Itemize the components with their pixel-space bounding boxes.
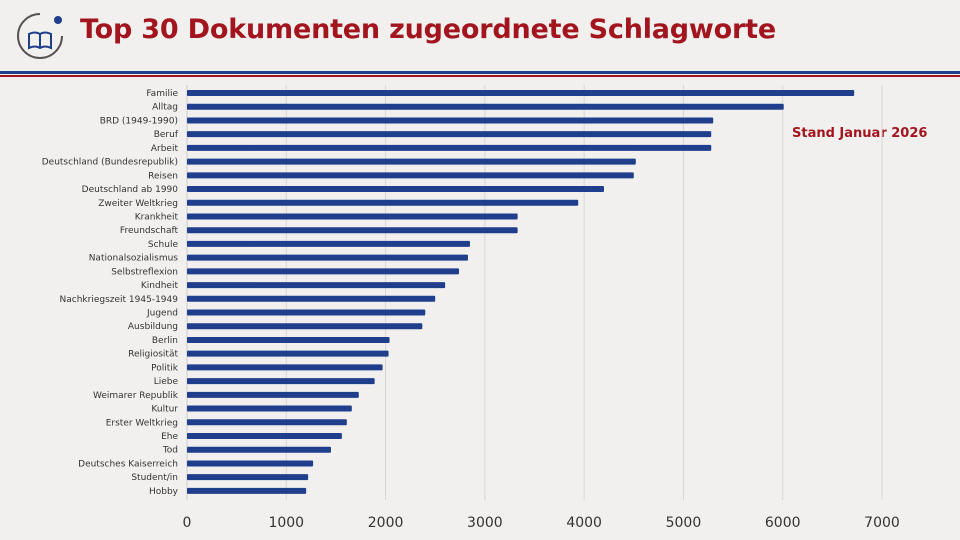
bar	[187, 364, 383, 371]
bar	[187, 391, 359, 398]
category-label: Nachkriegszeit 1945-1949	[60, 295, 179, 305]
bar	[187, 172, 634, 179]
bar	[187, 240, 470, 247]
bar	[187, 446, 331, 453]
category-label: Selbstreflexion	[111, 267, 178, 277]
category-label: Deutschland (Bundesrepublik)	[42, 158, 178, 168]
bar-chart: Familie Alltag BRD (1949-1990) Beruf Arbeit D…	[42, 85, 900, 531]
category-label: Ehe	[161, 432, 178, 442]
x-tick-label: 5000	[666, 515, 702, 531]
bar	[187, 213, 518, 220]
bar	[187, 186, 604, 193]
bar	[187, 227, 518, 234]
bar	[187, 199, 579, 206]
category-label: Politik	[151, 363, 179, 373]
header-rule-blue	[0, 71, 960, 74]
category-label: Reisen	[148, 171, 178, 181]
bar	[187, 254, 468, 261]
bar	[187, 295, 436, 302]
x-tick-label: 4000	[566, 515, 602, 531]
bar	[187, 158, 636, 165]
bar	[187, 131, 712, 138]
bar	[187, 350, 389, 357]
category-label: Tod	[162, 446, 178, 456]
bar	[187, 144, 712, 151]
x-tick-label: 6000	[765, 515, 801, 531]
category-label: Deutsches Kaiserreich	[78, 459, 178, 469]
category-label: Nationalsozialismus	[89, 254, 179, 264]
bar	[187, 268, 460, 275]
bar	[187, 433, 342, 439]
bar	[187, 117, 714, 124]
category-label: Deutschland ab 1990	[82, 185, 179, 195]
bar	[187, 378, 375, 385]
category-label: Erster Weltkrieg	[106, 418, 178, 428]
bar	[187, 282, 446, 289]
category-label: Berlin	[152, 336, 178, 346]
category-label: Kindheit	[141, 281, 179, 291]
x-tick-label: 7000	[864, 515, 900, 531]
category-label: Krankheit	[135, 212, 179, 222]
category-label: Student/in	[131, 473, 178, 483]
category-label: Jugend	[146, 309, 178, 319]
bar	[187, 460, 314, 467]
x-tick-label: 2000	[368, 515, 404, 531]
bar	[187, 405, 352, 412]
category-label: Alltag	[152, 103, 178, 113]
book-circle-icon	[17, 13, 63, 59]
bar	[187, 309, 426, 316]
category-label: Arbeit	[151, 144, 179, 154]
bar	[187, 474, 309, 481]
category-label: Kultur	[151, 405, 178, 415]
x-tick-label: 3000	[467, 515, 503, 531]
bar	[187, 336, 390, 343]
bar	[187, 323, 423, 330]
bar	[187, 90, 855, 96]
category-label: Weimarer Republik	[93, 391, 179, 401]
bar	[187, 103, 784, 110]
category-label: Zweiter Weltkrieg	[98, 199, 178, 209]
category-label: Schule	[148, 240, 179, 250]
category-label: Hobby	[149, 487, 179, 497]
x-tick-label: 0	[183, 515, 192, 531]
category-label: Familie	[146, 89, 178, 99]
bar	[187, 419, 347, 426]
chart-annotation: Stand Januar 2026	[792, 126, 928, 141]
category-label: Liebe	[154, 377, 179, 387]
page-title: Top 30 Dokumenten zugeordnete Schlagwort…	[80, 14, 776, 45]
category-label: Beruf	[154, 130, 179, 140]
category-label: BRD (1949-1990)	[100, 116, 178, 126]
category-label: Freundschaft	[120, 226, 179, 236]
x-tick-label: 1000	[268, 515, 304, 531]
header-rule-red	[0, 75, 960, 77]
bar	[187, 487, 307, 494]
header: Top 30 Dokumenten zugeordnete Schlagwort…	[0, 0, 960, 78]
category-label: Religiosität	[128, 350, 178, 360]
category-label: Ausbildung	[128, 322, 178, 332]
